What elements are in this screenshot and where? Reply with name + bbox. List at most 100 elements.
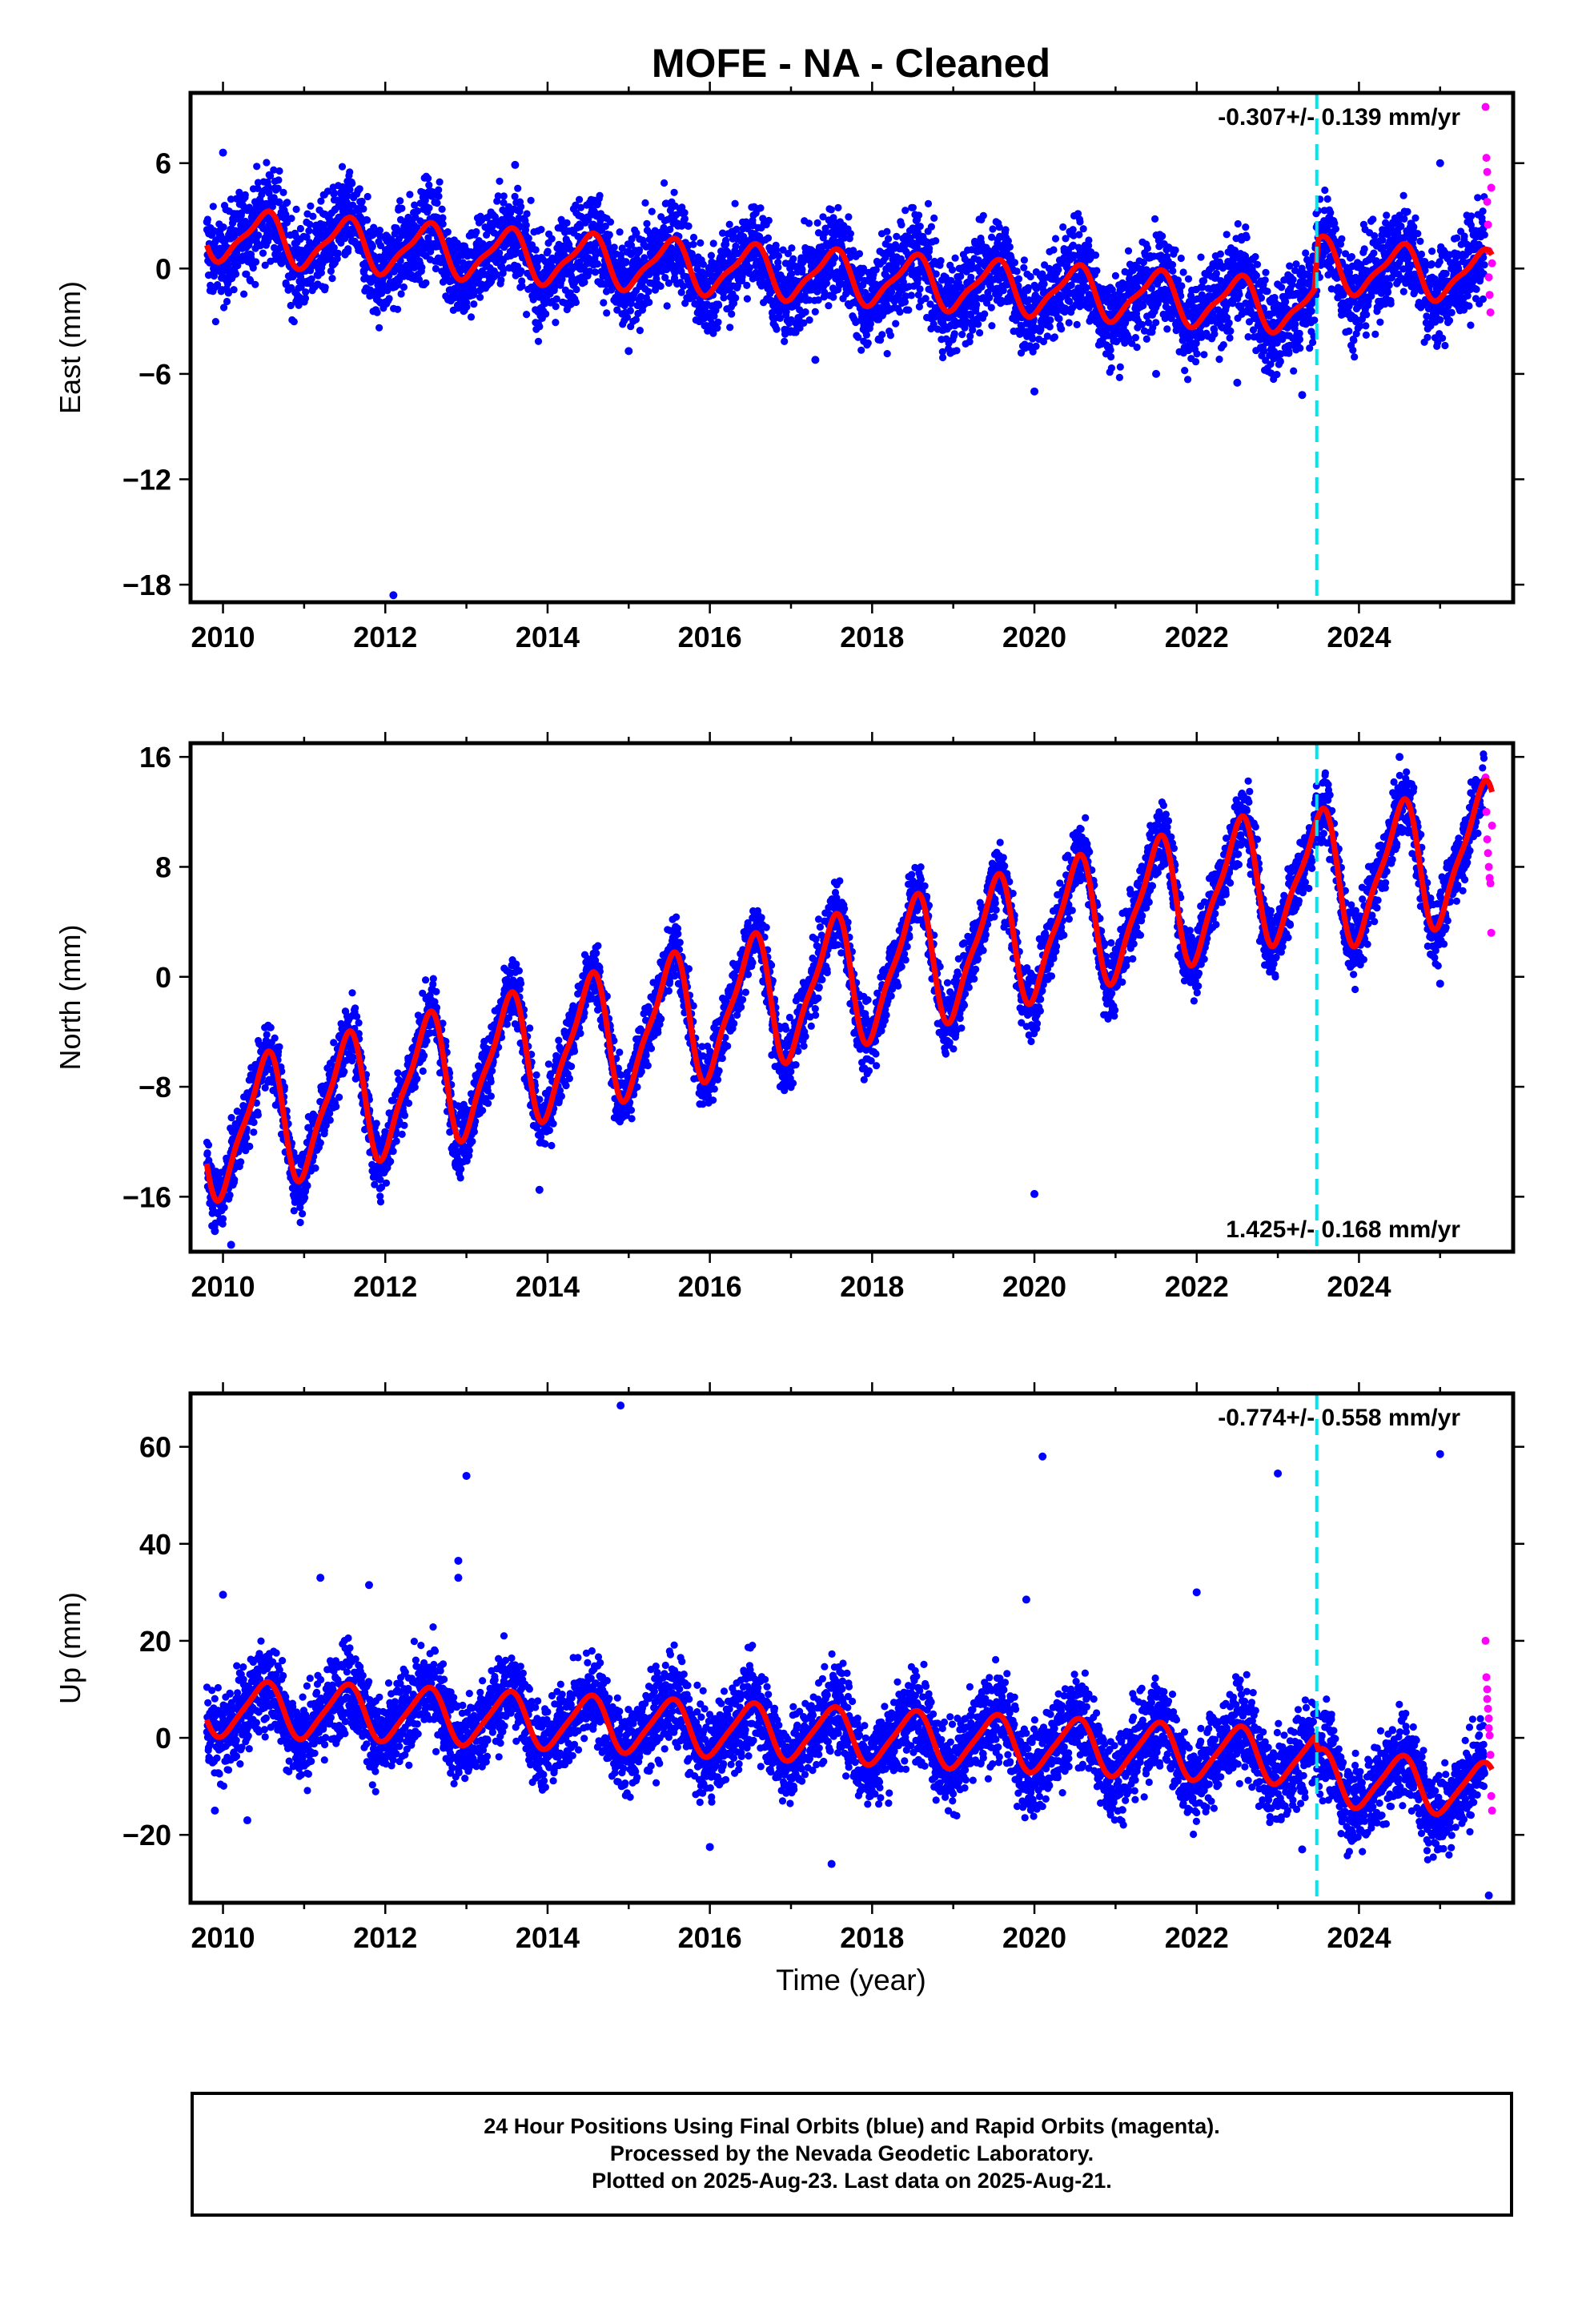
final-orbit-points <box>203 148 1488 600</box>
data-point <box>774 263 782 271</box>
data-point <box>1243 234 1251 242</box>
data-point <box>1216 250 1224 258</box>
data-point <box>1307 308 1315 316</box>
data-point <box>789 255 797 263</box>
data-point <box>989 225 997 233</box>
data-point <box>418 263 426 271</box>
data-point <box>857 346 865 354</box>
data-point <box>476 293 484 301</box>
data-point <box>1253 260 1262 268</box>
data-point <box>781 337 789 345</box>
data-point <box>1142 335 1150 343</box>
data-point <box>1133 344 1141 352</box>
data-point <box>537 226 545 234</box>
data-point <box>261 261 269 269</box>
data-point <box>707 251 716 259</box>
data-point <box>670 188 678 196</box>
data-point <box>1124 247 1133 255</box>
data-point <box>921 295 930 303</box>
data-point <box>1076 218 1084 226</box>
data-point <box>517 267 525 275</box>
data-point <box>1197 253 1205 261</box>
data-point <box>883 227 891 235</box>
data-point <box>438 205 446 213</box>
data-point <box>523 210 531 218</box>
data-point <box>433 199 441 207</box>
data-point <box>773 325 781 333</box>
data-point <box>317 197 325 205</box>
data-point <box>376 242 385 250</box>
data-point <box>576 223 584 231</box>
data-point <box>689 240 697 248</box>
data-point <box>1273 371 1281 379</box>
data-point <box>1169 267 1177 275</box>
data-point <box>892 320 900 328</box>
data-point <box>1111 271 1119 279</box>
data-point <box>1181 367 1189 375</box>
data-point <box>586 267 594 275</box>
data-point <box>224 289 233 297</box>
data-point <box>359 205 367 213</box>
data-point <box>243 270 251 278</box>
data-point <box>552 319 560 327</box>
data-point <box>689 233 698 242</box>
data-point <box>238 209 246 217</box>
data-point <box>576 203 585 211</box>
data-point <box>1193 350 1201 358</box>
data-point <box>406 191 414 199</box>
data-point <box>720 294 728 302</box>
data-point <box>643 219 651 227</box>
data-point <box>254 179 262 187</box>
data-point <box>916 223 924 231</box>
data-point <box>1107 353 1115 361</box>
data-point <box>1046 323 1054 331</box>
data-point <box>765 216 773 224</box>
data-point <box>732 294 740 302</box>
data-point <box>1073 320 1081 328</box>
panels: 2010 2012 2014 2016 2018 2020 2022 202460−6−12−… <box>54 82 1524 1954</box>
data-point <box>328 275 336 283</box>
data-point <box>1107 364 1115 372</box>
data-point <box>230 286 238 294</box>
data-point <box>544 247 552 255</box>
data-point <box>576 195 584 203</box>
data-point <box>805 316 813 324</box>
data-point <box>1227 327 1235 335</box>
data-point <box>715 301 723 309</box>
data-point <box>375 324 383 332</box>
data-point <box>435 192 443 200</box>
data-point <box>472 227 480 236</box>
data-point <box>563 219 571 227</box>
data-point <box>681 215 689 223</box>
data-point <box>523 311 531 319</box>
data-point <box>552 303 560 311</box>
data-point <box>534 337 543 345</box>
data-point <box>1215 356 1223 364</box>
data-point <box>323 187 332 195</box>
data-point <box>937 257 945 265</box>
data-point <box>987 304 995 312</box>
data-point <box>709 239 717 247</box>
data-point <box>1290 367 1298 375</box>
data-point <box>348 179 356 187</box>
data-point <box>827 206 835 214</box>
data-point <box>596 191 604 199</box>
chart-title: MOFE - NA - Cleaned <box>652 41 1050 86</box>
data-point <box>1020 256 1028 264</box>
data-point <box>301 294 310 302</box>
data-point <box>435 186 443 194</box>
data-point <box>988 322 996 330</box>
data-point <box>606 218 615 226</box>
data-point <box>697 239 705 247</box>
data-point <box>1171 246 1179 254</box>
data-point <box>953 347 961 355</box>
data-point <box>302 288 310 296</box>
data-point <box>1289 275 1297 283</box>
data-point <box>1262 268 1270 276</box>
data-point <box>743 295 752 303</box>
data-point <box>974 320 982 328</box>
data-point <box>1152 319 1160 327</box>
data-point <box>601 222 609 231</box>
data-point <box>909 203 917 211</box>
data-point <box>726 324 734 332</box>
